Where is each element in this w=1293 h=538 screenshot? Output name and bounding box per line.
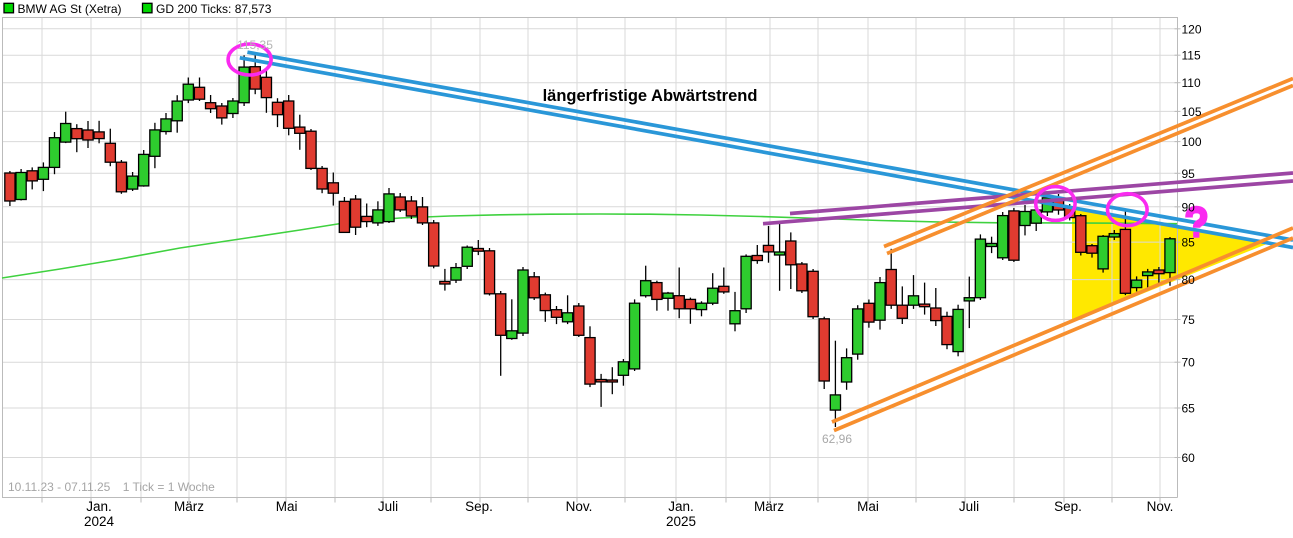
svg-text:Mai: Mai	[276, 499, 298, 514]
svg-text:62,96: 62,96	[822, 432, 852, 446]
svg-text:80: 80	[1182, 273, 1196, 287]
svg-text:75: 75	[1182, 313, 1196, 327]
svg-text:Juli: Juli	[959, 499, 979, 514]
svg-text:65: 65	[1182, 402, 1196, 416]
svg-text:Sep.: Sep.	[1054, 499, 1082, 514]
svg-text:Mai: Mai	[857, 499, 879, 514]
svg-text:Jan.: Jan.	[668, 499, 694, 514]
svg-text:110: 110	[1182, 76, 1201, 90]
svg-text:Juli: Juli	[378, 499, 398, 514]
svg-text:Nov.: Nov.	[566, 499, 593, 514]
svg-text:90: 90	[1182, 200, 1196, 214]
svg-text:105: 105	[1182, 105, 1202, 119]
svg-text:BMW AG St (Xetra): BMW AG St (Xetra)	[18, 2, 122, 16]
svg-text:längerfristige Abwärtstrend: längerfristige Abwärtstrend	[543, 87, 758, 105]
svg-text:März: März	[754, 499, 784, 514]
svg-text:Nov.: Nov.	[1147, 499, 1174, 514]
svg-text:10.11.23 - 07.11.25: 10.11.23 - 07.11.25	[8, 480, 111, 494]
svg-text:100: 100	[1182, 135, 1202, 149]
svg-text:115: 115	[1182, 49, 1201, 63]
svg-text:70: 70	[1182, 356, 1196, 370]
svg-text:85: 85	[1182, 236, 1196, 250]
svg-text:95: 95	[1182, 167, 1196, 181]
svg-text:2024: 2024	[84, 514, 115, 529]
svg-text:Jan.: Jan.	[86, 499, 112, 514]
svg-text:115,35: 115,35	[237, 38, 273, 52]
svg-text:120: 120	[1182, 22, 1202, 36]
svg-text:1 Tick = 1 Woche: 1 Tick = 1 Woche	[123, 480, 215, 494]
svg-text:60: 60	[1182, 451, 1196, 465]
svg-text:2025: 2025	[666, 514, 696, 529]
svg-text:GD 200 Ticks: 87,573: GD 200 Ticks: 87,573	[156, 2, 272, 16]
svg-text:März: März	[174, 499, 204, 514]
svg-text:Sep.: Sep.	[465, 499, 493, 514]
